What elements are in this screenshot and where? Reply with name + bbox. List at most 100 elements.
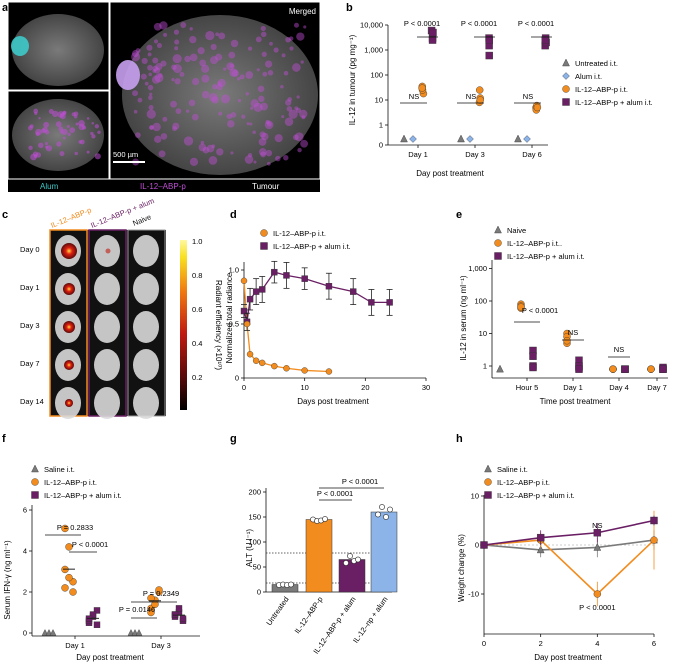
chart-d-xtick-label: 10 — [300, 383, 308, 392]
chart-d-xtick-label: 0 — [242, 383, 246, 392]
chart-e-annotation: NS — [614, 345, 624, 354]
figure-canvas: a Merged 500 µm Alum IL-12–ABP-p Tumour … — [0, 0, 685, 665]
chart-b-legend-marker — [563, 99, 570, 106]
abp-signal-spot — [68, 133, 71, 136]
chart-e-point-abp-alum — [530, 364, 537, 371]
merged-abp-spot — [172, 123, 179, 130]
chart-g-ytick-label: 50 — [253, 563, 261, 572]
merged-abp-spot — [155, 63, 162, 70]
chart-g-point — [347, 553, 352, 558]
chart-e-point-abp-alum — [530, 353, 537, 360]
merged-abp-spot — [250, 107, 253, 110]
chart-b-ytick-label: 10,000 — [360, 21, 383, 30]
chart-d-line-abp-alum — [244, 272, 390, 322]
chart-f-ytick-label: 4 — [23, 547, 27, 556]
mouse-body — [94, 387, 120, 419]
merged-abp-spot — [289, 36, 293, 40]
merged-abp-spot — [249, 122, 252, 125]
alum-depot — [11, 36, 29, 56]
chart-e-legend-label: Naive — [507, 226, 526, 235]
chart-b-ytick-label: 0 — [379, 141, 383, 150]
chart-d-point-abp — [253, 358, 259, 364]
chart-g-xtick-label: Untreated — [264, 595, 290, 627]
merged-abp-spot — [173, 54, 182, 63]
chart-b-legend-label: Untreated i.t. — [575, 59, 618, 68]
chart-h-point — [651, 517, 658, 524]
merged-abp-spot — [211, 96, 218, 103]
merged-abp-spot — [216, 148, 223, 155]
chart-b-annotation: P < 0.0001 — [461, 19, 497, 28]
colorbar — [180, 240, 187, 410]
merged-abp-spot — [146, 45, 152, 51]
chart-g-ytick-label: 100 — [248, 538, 261, 547]
chart-f-annotation: P < 0.0001 — [72, 540, 108, 549]
chart-g-point — [387, 507, 392, 512]
merged-abp-spot — [192, 114, 199, 121]
chart-b-point-alum — [524, 136, 531, 143]
merged-abp-spot — [281, 115, 284, 118]
chart-b-legend-label: IL-12–ABP-p + alum i.t. — [575, 98, 653, 107]
chart-b-legend-label: Alum i.t. — [575, 72, 602, 81]
chart-e-point-abp-alum — [576, 366, 583, 373]
chart-b-point-abp-alum — [486, 52, 493, 59]
abp-signal-spot — [56, 141, 61, 146]
chart-d-point-abp-alum — [326, 283, 332, 289]
chart-h-point — [651, 537, 658, 544]
chart-f-ytick-label: 6 — [23, 506, 27, 515]
chart-d-point-abp — [259, 360, 265, 366]
chart-f-point-saline — [136, 630, 142, 636]
merged-abp-spot — [262, 52, 267, 57]
chart-f-point-abp-alum — [176, 605, 182, 611]
merged-abp-spot — [229, 68, 238, 77]
chart-b-xlabel: Day post treatment — [416, 169, 484, 178]
chart-d-point-abp-alum — [247, 296, 253, 302]
merged-abp-spot — [174, 46, 178, 50]
chart-d-ytick-label: 0 — [235, 374, 239, 383]
chart-b-annotation: NS — [409, 92, 419, 101]
merged-abp-spot — [238, 99, 241, 102]
merged-abp-spot — [269, 42, 273, 46]
chart-g-bar — [306, 520, 332, 593]
merged-abp-spot — [147, 110, 156, 119]
chart-e-legend-marker — [495, 240, 502, 247]
colorbar-tick-2: 0.8 — [192, 271, 202, 280]
merged-abp-spot — [199, 144, 207, 152]
merged-abp-spot — [154, 39, 158, 43]
chart-f-xlabel: Day post treatment — [76, 653, 144, 662]
chart-b-ytick-label: 1,000 — [364, 46, 383, 55]
chart-g-point — [355, 557, 360, 562]
chart-h-xtick-label: 4 — [595, 639, 599, 648]
chart-g-point — [383, 514, 388, 519]
merged-abp-spot — [252, 130, 256, 134]
merged-abp-spot — [240, 74, 245, 79]
merged-abp-spot — [161, 133, 168, 140]
chart-d-point-abp — [244, 321, 250, 327]
merged-abp-spot — [212, 84, 217, 89]
chart-e-xtick-label: Hour 5 — [516, 383, 539, 392]
merged-abp-spot — [241, 115, 245, 119]
abp-signal-spot — [36, 152, 41, 157]
merged-abp-spot — [230, 64, 234, 68]
chart-h-legend-label: IL-12–ABP-p + alum i.t. — [497, 491, 575, 500]
chart-d-point-abp — [326, 369, 332, 375]
merged-abp-spot — [202, 91, 209, 98]
merged-abp-spot — [184, 136, 193, 145]
row-label-day0: Day 0 — [20, 245, 40, 254]
chart-d-ytick-label: 0.5 — [229, 320, 239, 329]
panel-label-b: b — [346, 2, 353, 14]
chart-d-point-abp-alum — [368, 299, 374, 305]
merged-abp-spot — [221, 94, 230, 103]
chart-b-point-alum — [467, 136, 474, 143]
merged-abp-spot — [283, 155, 288, 160]
chart-b-xtick-label: Day 1 — [408, 150, 428, 159]
merged-abp-spot — [266, 150, 272, 156]
chart-b-point-untreated — [515, 135, 522, 142]
abp-signal-spot — [75, 122, 78, 125]
merged-abp-spot — [280, 85, 284, 89]
chart-e-xtick-label: Day 4 — [609, 383, 629, 392]
chart-d-legend-label: IL-12–ABP-p i.t. — [273, 229, 326, 238]
merged-abp-spot — [154, 136, 161, 143]
merged-abp-spot — [248, 46, 252, 50]
merged-abp-spot — [141, 74, 147, 80]
panel-c-imaging: IL-12–ABP-p IL-12–ABP-p + alum Naive Day… — [20, 196, 223, 419]
